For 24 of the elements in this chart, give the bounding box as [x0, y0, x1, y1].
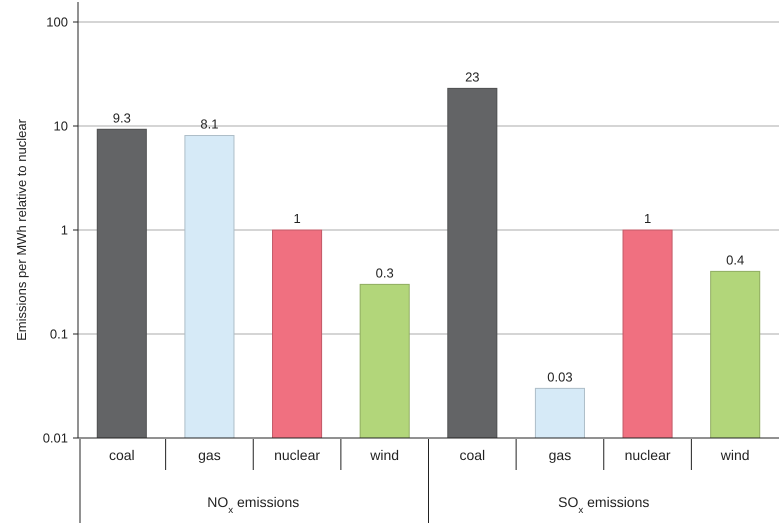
- x-tick-label: nuclear: [274, 447, 320, 463]
- data-label: 9.3: [112, 110, 131, 126]
- text: SO$_{x}$ emissions: [558, 494, 650, 516]
- y-tick-label: 100: [46, 14, 68, 30]
- x-tick-label: gas: [548, 447, 572, 463]
- y-tick-label: 10: [54, 118, 68, 134]
- x-tick-label: coal: [459, 447, 486, 463]
- x-tick-label: wind: [369, 447, 400, 463]
- data-label: 8.1: [200, 116, 218, 132]
- data-label: 0.4: [726, 252, 744, 268]
- y-axis-title: Emissions per MWh relative to nuclear: [14, 118, 29, 341]
- data-label: 1: [644, 211, 652, 226]
- x-tick-label: wind: [720, 447, 750, 463]
- y-tick-label: 0.1: [50, 326, 68, 342]
- y-tick-label: 0.01: [42, 430, 68, 446]
- x-tick-label: gas: [198, 447, 221, 463]
- x-tick-label: coal: [108, 447, 135, 463]
- text: NO$_{x}$ emissions: [207, 494, 300, 516]
- data-label: 0.03: [547, 369, 573, 384]
- y-tick-label: 1: [60, 222, 68, 238]
- data-label: 1: [293, 211, 301, 226]
- x-tick-label: nuclear: [624, 447, 671, 463]
- data-label: 23: [465, 69, 480, 84]
- data-label: 0.3: [376, 265, 394, 280]
